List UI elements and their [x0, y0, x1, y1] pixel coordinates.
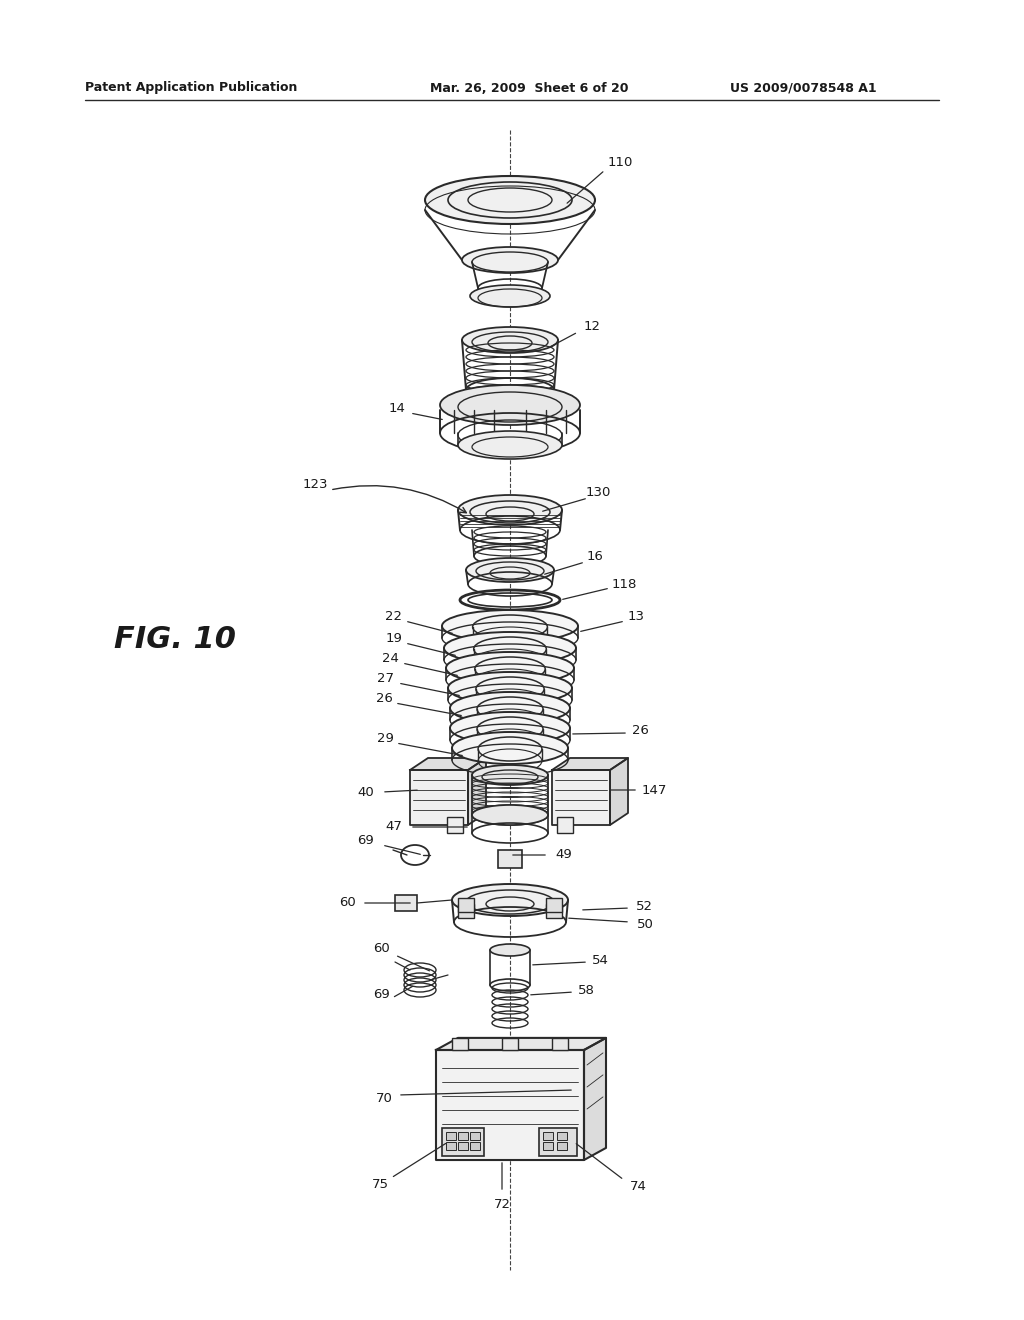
Text: 49: 49 — [556, 849, 572, 862]
Bar — [458, 1142, 468, 1150]
Text: Patent Application Publication: Patent Application Publication — [85, 82, 297, 95]
Ellipse shape — [450, 692, 570, 723]
Text: 26: 26 — [376, 692, 392, 705]
Ellipse shape — [452, 884, 568, 916]
Text: 60: 60 — [374, 941, 390, 954]
Text: 147: 147 — [641, 784, 667, 796]
Text: 16: 16 — [587, 549, 603, 562]
Bar — [446, 1133, 456, 1140]
Polygon shape — [610, 758, 628, 825]
Ellipse shape — [472, 766, 548, 785]
Text: 26: 26 — [632, 723, 648, 737]
Ellipse shape — [440, 385, 580, 425]
Text: 14: 14 — [388, 403, 406, 416]
Text: 27: 27 — [378, 672, 394, 685]
Bar — [543, 1142, 553, 1150]
Text: 74: 74 — [630, 1180, 646, 1192]
Bar — [470, 1142, 480, 1150]
Text: 52: 52 — [636, 899, 652, 912]
Text: 118: 118 — [611, 578, 637, 590]
Polygon shape — [468, 758, 486, 825]
Bar — [442, 1129, 484, 1156]
Ellipse shape — [458, 432, 562, 459]
Text: 24: 24 — [382, 652, 398, 664]
Text: 58: 58 — [578, 983, 595, 997]
Polygon shape — [410, 770, 468, 825]
Text: 12: 12 — [584, 319, 600, 333]
Text: 123: 123 — [302, 478, 328, 491]
Ellipse shape — [466, 558, 554, 582]
Bar — [502, 1038, 518, 1049]
Bar — [557, 817, 573, 833]
Text: 72: 72 — [494, 1197, 511, 1210]
Bar — [557, 1133, 567, 1140]
Text: US 2009/0078548 A1: US 2009/0078548 A1 — [730, 82, 877, 95]
Bar — [447, 817, 463, 833]
Polygon shape — [584, 1038, 606, 1160]
Polygon shape — [436, 1049, 584, 1160]
Text: 50: 50 — [637, 917, 653, 931]
Text: 47: 47 — [386, 821, 402, 833]
Bar — [552, 1038, 568, 1049]
Text: 19: 19 — [386, 631, 402, 644]
Bar — [470, 1133, 480, 1140]
Ellipse shape — [452, 733, 568, 764]
Ellipse shape — [444, 632, 575, 664]
Ellipse shape — [425, 176, 595, 224]
Bar — [546, 898, 562, 912]
Bar — [446, 1142, 456, 1150]
Bar — [539, 1129, 577, 1156]
Bar — [498, 850, 522, 869]
Text: 69: 69 — [374, 989, 390, 1002]
Bar — [395, 895, 417, 911]
Text: 22: 22 — [385, 610, 402, 623]
Bar — [546, 904, 562, 919]
Polygon shape — [410, 758, 486, 770]
Text: 70: 70 — [376, 1092, 392, 1105]
Ellipse shape — [470, 285, 550, 308]
Bar — [543, 1133, 553, 1140]
Text: 29: 29 — [377, 731, 393, 744]
Ellipse shape — [490, 944, 530, 956]
Text: Mar. 26, 2009  Sheet 6 of 20: Mar. 26, 2009 Sheet 6 of 20 — [430, 82, 629, 95]
Bar — [452, 1038, 468, 1049]
Polygon shape — [552, 758, 628, 770]
Text: 54: 54 — [592, 953, 608, 966]
Text: 69: 69 — [357, 833, 375, 846]
Ellipse shape — [449, 672, 572, 704]
Bar — [557, 1142, 567, 1150]
Text: 60: 60 — [340, 896, 356, 909]
Text: 13: 13 — [628, 610, 644, 623]
Ellipse shape — [472, 805, 548, 825]
Text: 75: 75 — [372, 1177, 388, 1191]
Ellipse shape — [458, 495, 562, 525]
Text: 110: 110 — [607, 156, 633, 169]
Ellipse shape — [462, 327, 558, 352]
Bar — [458, 904, 474, 919]
Ellipse shape — [446, 652, 574, 684]
Text: FIG. 10: FIG. 10 — [114, 626, 236, 655]
Polygon shape — [552, 770, 610, 825]
Bar — [458, 898, 474, 912]
Bar — [458, 1133, 468, 1140]
Text: 130: 130 — [586, 486, 610, 499]
Ellipse shape — [442, 610, 578, 642]
Ellipse shape — [462, 247, 558, 273]
Text: 40: 40 — [357, 785, 375, 799]
Ellipse shape — [450, 711, 570, 744]
Polygon shape — [436, 1038, 606, 1049]
